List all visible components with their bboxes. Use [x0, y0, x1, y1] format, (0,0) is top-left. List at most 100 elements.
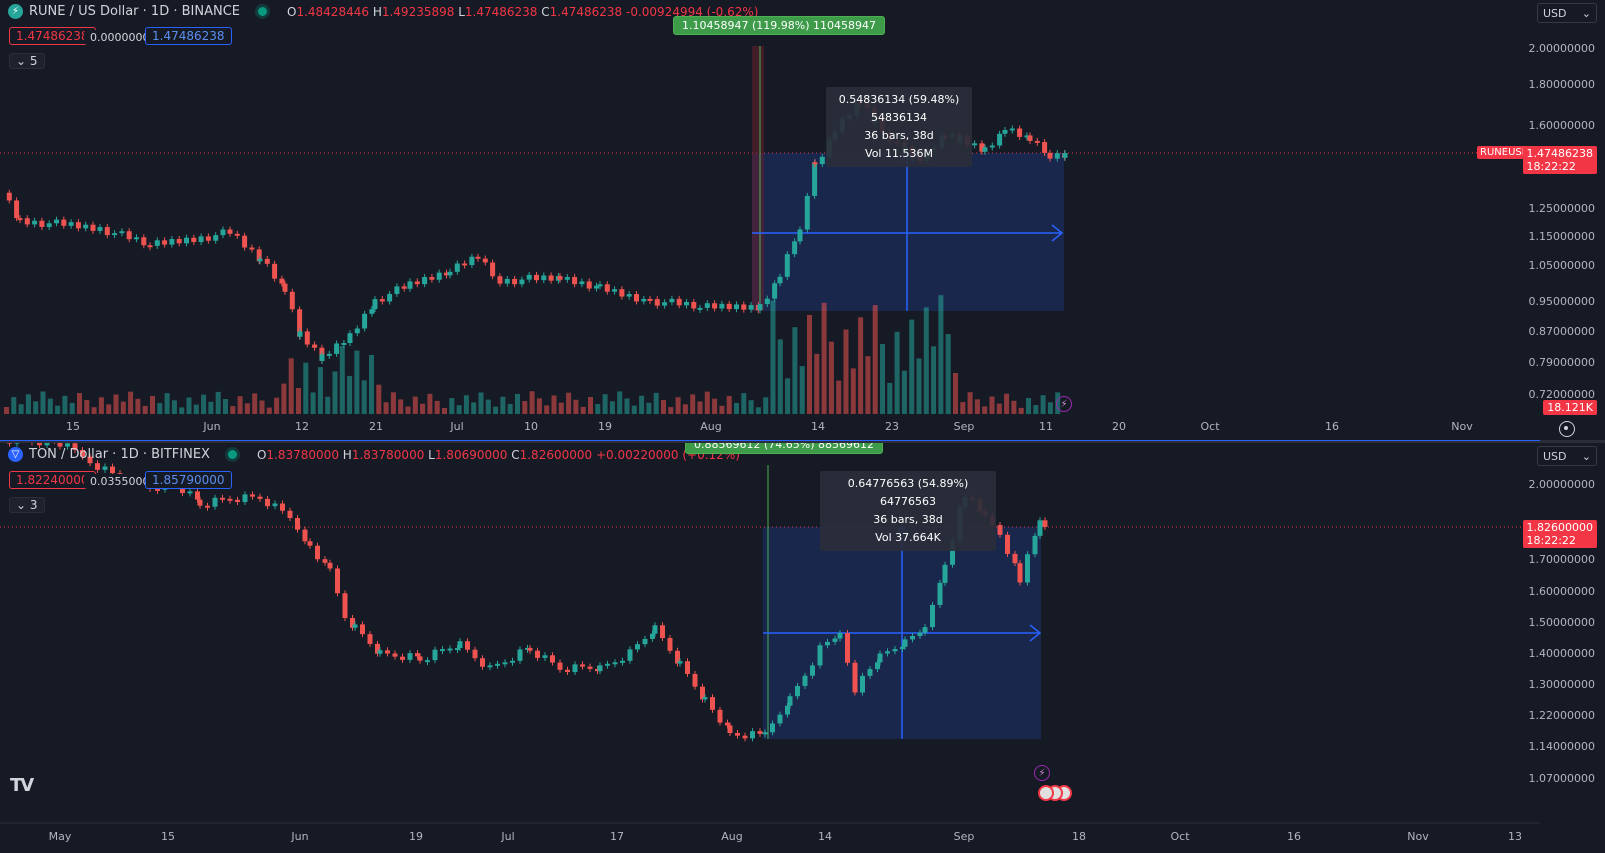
ton-candle-body: [465, 641, 470, 650]
ton-range-arrow-head: [1029, 624, 1042, 642]
rune-volume-bar: [223, 399, 228, 414]
rune-volume-bar: [18, 404, 24, 414]
ton-candle-body: [517, 649, 523, 661]
rune-candle-body: [812, 162, 818, 165]
tradingview-logo[interactable]: TV: [10, 775, 34, 796]
rune-candle-body: [297, 331, 303, 337]
ton-candle-body: [432, 649, 438, 661]
rune-chart-pane[interactable]: ⚡ RUNE / US Dollar · 1D · BINANCE O1.484…: [0, 0, 1605, 440]
rune-volume-bar: [354, 350, 360, 414]
ton-chart-pane[interactable]: ▽ TON / Dollar · 1D · BITFINEX O1.837800…: [0, 443, 1605, 853]
ton-candle-body: [440, 649, 445, 652]
rune-candle-body: [654, 299, 660, 306]
time-axis-tick: Aug: [700, 420, 722, 433]
ton-candle-body: [572, 664, 578, 673]
lightning-event-icon[interactable]: ⚡: [1056, 396, 1072, 412]
ton-ask-price[interactable]: 1.85790000: [145, 471, 232, 489]
rune-indicators-count: 5: [29, 54, 38, 68]
pane-divider[interactable]: [0, 440, 1605, 443]
ton-candle-body: [605, 663, 610, 666]
ton-candle-body: [757, 731, 763, 734]
rune-volume-bar: [471, 402, 477, 414]
rune-candle-body: [612, 289, 618, 292]
ton-candle-body: [877, 653, 883, 663]
rune-candle-body: [972, 143, 978, 146]
ton-candle-body: [495, 663, 500, 666]
rune-volume-bar: [807, 315, 812, 414]
rune-volume-bar: [244, 403, 250, 414]
rune-volume-bar: [777, 339, 783, 414]
rune-volume-bar: [989, 396, 995, 414]
rune-candle-body: [227, 229, 233, 234]
ton-candle-body: [565, 669, 570, 673]
rune-volume-bar: [770, 300, 776, 414]
rune-candle-body: [548, 275, 554, 281]
rune-volume-bar: [639, 395, 645, 414]
rune-candle-body: [564, 277, 570, 280]
ton-candle-body: [917, 632, 923, 637]
rune-volume-bar: [872, 305, 878, 414]
ton-candle-body: [7, 443, 12, 444]
rune-candle-body: [104, 227, 110, 236]
ton-candle-body: [620, 660, 625, 663]
rune-candle-body: [804, 195, 810, 230]
ton-chart-canvas[interactable]: [0, 443, 1605, 853]
us-flag-event-icon[interactable]: [1038, 785, 1054, 801]
rune-ask-price[interactable]: 1.47486238: [145, 27, 232, 45]
rune-candle-body: [312, 344, 318, 348]
ton-candle-body: [770, 723, 775, 733]
ton-candle-body: [942, 564, 948, 583]
price-axis-tick: 0.95000000: [1528, 295, 1595, 308]
rune-volume-bar: [412, 396, 418, 414]
rune-last-price: 1.47486238: [1526, 147, 1593, 160]
rune-volume-bar: [1033, 405, 1039, 414]
time-axis-tick: 10: [524, 420, 538, 433]
rune-symbol-title[interactable]: RUNE / US Dollar · 1D · BINANCE: [29, 4, 240, 19]
ton-candle-body: [110, 466, 115, 474]
rune-candle-body: [462, 263, 468, 266]
rune-volume-bar: [792, 327, 798, 414]
rune-candle-body: [812, 162, 818, 196]
rune-indicators-toggle[interactable]: ⌄ 5: [9, 53, 45, 69]
ton-currency-select[interactable]: USD ⌄: [1537, 446, 1597, 466]
ton-bid-price[interactable]: 1.82240000: [9, 471, 96, 489]
ton-symbol-title[interactable]: TON / Dollar · 1D · BITFINEX: [29, 447, 210, 462]
rune-volume-bar: [449, 398, 455, 414]
settings-gear-icon[interactable]: [1559, 421, 1575, 437]
ton-candle-body: [902, 639, 908, 647]
rune-price-axis[interactable]: 2.00000000 1.80000000 1.60000000 1.25000000…: [1529, 0, 1605, 410]
rune-chart-canvas[interactable]: [0, 0, 1605, 440]
ton-time-axis[interactable]: May 15 Jun 19 Jul 17 Aug 14 Sep 18 Oct 16 Nov 13: [0, 830, 1540, 846]
rune-candle-body: [619, 289, 625, 297]
rune-candle-body: [604, 284, 610, 292]
ton-candle-body: [155, 488, 160, 491]
ton-candle-body: [307, 541, 313, 546]
ton-indicators-toggle[interactable]: ⌄ 3: [9, 497, 45, 513]
lightning-event-icon[interactable]: ⚡: [1034, 765, 1050, 781]
market-open-status-icon: [258, 7, 267, 16]
ton-candle-body: [717, 709, 723, 723]
rune-volume-bar: [1004, 393, 1010, 414]
rune-volume-bar: [135, 398, 141, 414]
rune-volume-bar: [164, 393, 170, 414]
rune-volume-bar: [1018, 407, 1024, 414]
rune-volume-bar: [485, 399, 491, 414]
rune-candle-body: [447, 271, 453, 276]
ton-candle-body: [860, 675, 865, 693]
ton-candle-body: [407, 653, 413, 660]
rune-volume-bar: [405, 406, 411, 414]
rune-volume-bar: [376, 384, 382, 414]
ton-price-axis[interactable]: 2.00000000 1.70000000 1.60000000 1.50000000…: [1529, 443, 1605, 823]
rune-candle-body: [282, 283, 288, 292]
rune-volume-bar: [865, 356, 871, 414]
rune-time-axis[interactable]: 15 Jun 12 21 Jul 10 19 Aug 14 23 Sep 11 20 Oct 16 Nov: [0, 420, 1540, 436]
rune-volume-bar: [850, 368, 856, 414]
rune-bid-price[interactable]: 1.47486238: [9, 27, 96, 45]
rune-currency-select[interactable]: USD ⌄: [1537, 3, 1597, 23]
ton-candle-body: [557, 662, 563, 670]
rune-candle-body: [772, 283, 778, 299]
rune-candle-body: [407, 281, 413, 289]
rune-candle-body: [205, 236, 211, 241]
rune-candle-body: [341, 342, 347, 345]
rune-volume-bar: [317, 367, 323, 414]
